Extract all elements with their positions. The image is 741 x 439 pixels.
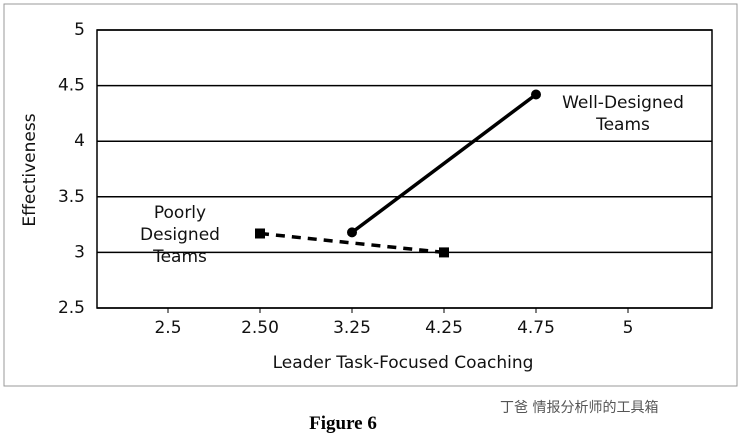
y-tick-label: 4.5 <box>58 76 85 96</box>
point <box>255 228 265 239</box>
watermark: 丁爸 情报分析师的工具箱 <box>500 400 659 416</box>
x-axis-label: Leader Task-Focused Coaching <box>273 353 534 373</box>
y-tick-label: 3.5 <box>58 187 85 207</box>
point <box>531 89 541 100</box>
x-tick-label: 4.75 <box>517 318 555 338</box>
x-tick-label: 4.25 <box>425 318 463 338</box>
x-tick-label: 5 <box>623 318 634 338</box>
series-line <box>350 93 538 234</box>
series-label: Poorly Designed Teams <box>140 203 220 267</box>
frame <box>3 3 738 387</box>
caption: Figure 6 <box>309 413 377 434</box>
x-tick-label: 2.5 <box>154 318 181 338</box>
point <box>439 247 449 258</box>
y-axis-label: Effectiveness <box>20 113 40 226</box>
y-tick-label: 3 <box>74 242 85 262</box>
x-tick-label: 3.25 <box>333 318 371 338</box>
series-label: Well-Designed Teams <box>562 93 684 135</box>
x-tick-label: 2.50 <box>241 318 279 338</box>
y-tick-label: 5 <box>74 20 85 40</box>
point <box>347 227 357 238</box>
y-tick-label: 2.5 <box>58 298 85 318</box>
y-tick-label: 4 <box>74 131 85 151</box>
